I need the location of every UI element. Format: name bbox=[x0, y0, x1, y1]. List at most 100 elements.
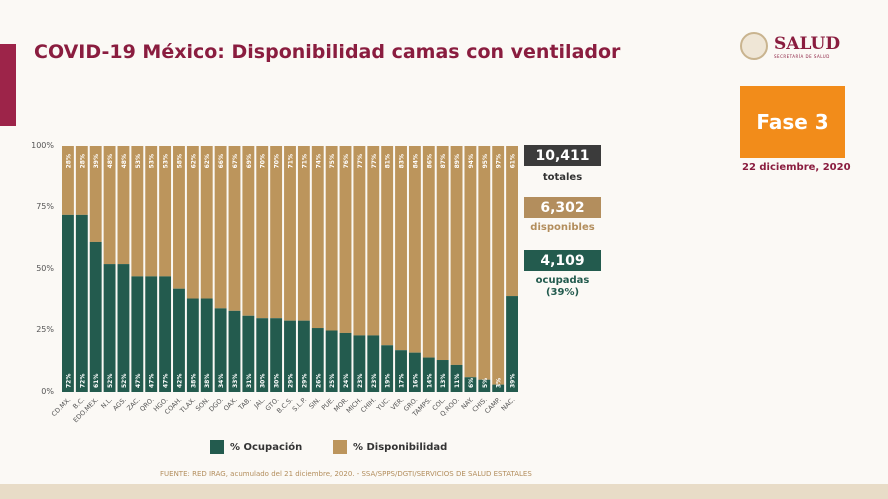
bar-occupied bbox=[256, 318, 269, 392]
data-label-available: 71% bbox=[301, 154, 308, 168]
legend-occupied: % Ocupación bbox=[210, 440, 302, 454]
page-title: COVID-19 México: Disponibilidad camas co… bbox=[34, 41, 621, 63]
available-value: 6,302 bbox=[524, 197, 601, 218]
x-tick-label: NAC. bbox=[500, 396, 517, 413]
data-label-occupied: 33% bbox=[232, 374, 239, 388]
bar-occupied bbox=[436, 360, 449, 392]
x-tick-label: DGO. bbox=[207, 396, 225, 414]
bar-available bbox=[395, 146, 407, 351]
data-label-occupied: 16% bbox=[412, 374, 419, 388]
data-label-occupied: 24% bbox=[343, 374, 350, 388]
bar-available bbox=[159, 146, 172, 277]
legend-swatch bbox=[210, 440, 224, 454]
bar-available bbox=[186, 146, 199, 299]
x-tick-label: TAB. bbox=[236, 396, 253, 413]
y-tick: 0% bbox=[41, 387, 54, 396]
data-label-available: 83% bbox=[399, 154, 406, 168]
bar-occupied bbox=[62, 214, 74, 392]
bar-available bbox=[131, 146, 144, 277]
data-label-occupied: 17% bbox=[399, 374, 406, 388]
data-label-available: 95% bbox=[482, 154, 489, 168]
data-label-occupied: 42% bbox=[176, 374, 183, 388]
x-tick-label: YUC. bbox=[374, 396, 391, 413]
bar-available bbox=[62, 146, 74, 215]
phase-badge: Fase 3 bbox=[740, 86, 845, 158]
bar-occupied bbox=[395, 350, 407, 392]
bar-occupied bbox=[186, 298, 199, 392]
data-label-occupied: 3% bbox=[496, 378, 503, 388]
bar-available bbox=[297, 146, 310, 321]
y-tick: 75% bbox=[36, 202, 54, 211]
bar-available bbox=[89, 146, 102, 242]
data-label-occupied: 5% bbox=[482, 378, 489, 388]
logo-subtitle: SECRETARÍA DE SALUD bbox=[774, 53, 830, 59]
bar-occupied bbox=[159, 276, 172, 392]
bar-available bbox=[492, 146, 505, 385]
bar-available bbox=[436, 146, 449, 361]
data-label-available: 58% bbox=[176, 154, 183, 168]
bar-available bbox=[214, 146, 227, 309]
x-tick-label: OAX. bbox=[222, 396, 239, 413]
data-label-available: 97% bbox=[496, 154, 503, 168]
data-label-occupied: 47% bbox=[149, 374, 156, 388]
bar-occupied bbox=[89, 241, 102, 392]
bar-occupied bbox=[117, 264, 130, 392]
data-label-occupied: 30% bbox=[260, 374, 267, 388]
bar-available bbox=[367, 146, 380, 336]
bar-occupied bbox=[173, 288, 185, 392]
total-label: totales bbox=[542, 172, 583, 183]
y-tick: 25% bbox=[36, 325, 54, 334]
data-label-available: 76% bbox=[343, 154, 350, 168]
bar-occupied bbox=[381, 345, 394, 392]
occupied-value: 4,109 bbox=[524, 250, 601, 271]
bar-occupied bbox=[270, 318, 283, 392]
legend-label: % Ocupación bbox=[230, 441, 303, 453]
data-label-occupied: 13% bbox=[440, 374, 447, 388]
bar-occupied bbox=[492, 384, 505, 392]
date: 22 diciembre, 2020 bbox=[742, 162, 851, 173]
data-label-occupied: 52% bbox=[107, 374, 114, 388]
bar-available bbox=[506, 146, 518, 297]
bar-occupied bbox=[200, 298, 213, 392]
x-tick-label: SIN. bbox=[307, 396, 322, 411]
data-label-occupied: 25% bbox=[329, 374, 336, 388]
x-tick-label: QRO. bbox=[138, 396, 155, 413]
bar-available bbox=[75, 146, 88, 215]
data-label-occupied: 23% bbox=[357, 374, 364, 388]
bar-available bbox=[311, 146, 324, 329]
data-label-occupied: 30% bbox=[274, 374, 281, 388]
occupied-pct: (39%) bbox=[545, 287, 580, 298]
bar-available bbox=[200, 146, 213, 299]
data-label-occupied: 52% bbox=[121, 374, 128, 388]
data-label-available: 70% bbox=[260, 154, 267, 168]
bar-available bbox=[103, 146, 116, 265]
bar-available bbox=[228, 146, 241, 311]
bar-occupied bbox=[450, 364, 463, 392]
bar-occupied bbox=[131, 276, 144, 392]
data-label-available: 84% bbox=[412, 154, 419, 168]
data-label-occupied: 61% bbox=[93, 374, 100, 388]
bar-occupied bbox=[284, 320, 296, 392]
bar-occupied bbox=[478, 379, 491, 392]
bar-available bbox=[325, 146, 338, 331]
data-label-occupied: 38% bbox=[190, 374, 197, 388]
bar-available bbox=[284, 146, 296, 321]
x-tick-label: MICH. bbox=[345, 396, 364, 415]
data-label-available: 53% bbox=[149, 154, 156, 168]
seal-icon bbox=[740, 32, 768, 60]
bar-occupied bbox=[506, 296, 518, 392]
data-label-occupied: 14% bbox=[426, 374, 433, 388]
stacked-bar-chart: 28%72%CD.MX.28%72%B.C.39%61%EDO.MEX.48%5… bbox=[50, 146, 518, 424]
data-label-available: 71% bbox=[288, 154, 295, 168]
data-label-occupied: 29% bbox=[288, 374, 295, 388]
bar-occupied bbox=[408, 352, 421, 392]
bar-occupied bbox=[325, 330, 338, 392]
data-label-available: 81% bbox=[385, 154, 392, 168]
accent-bar bbox=[0, 44, 16, 126]
bar-occupied bbox=[103, 264, 116, 392]
legend-swatch bbox=[333, 440, 347, 454]
total-value: 10,411 bbox=[524, 145, 601, 166]
data-label-occupied: 23% bbox=[371, 374, 378, 388]
bar-available bbox=[256, 146, 269, 319]
data-label-available: 28% bbox=[79, 154, 86, 168]
